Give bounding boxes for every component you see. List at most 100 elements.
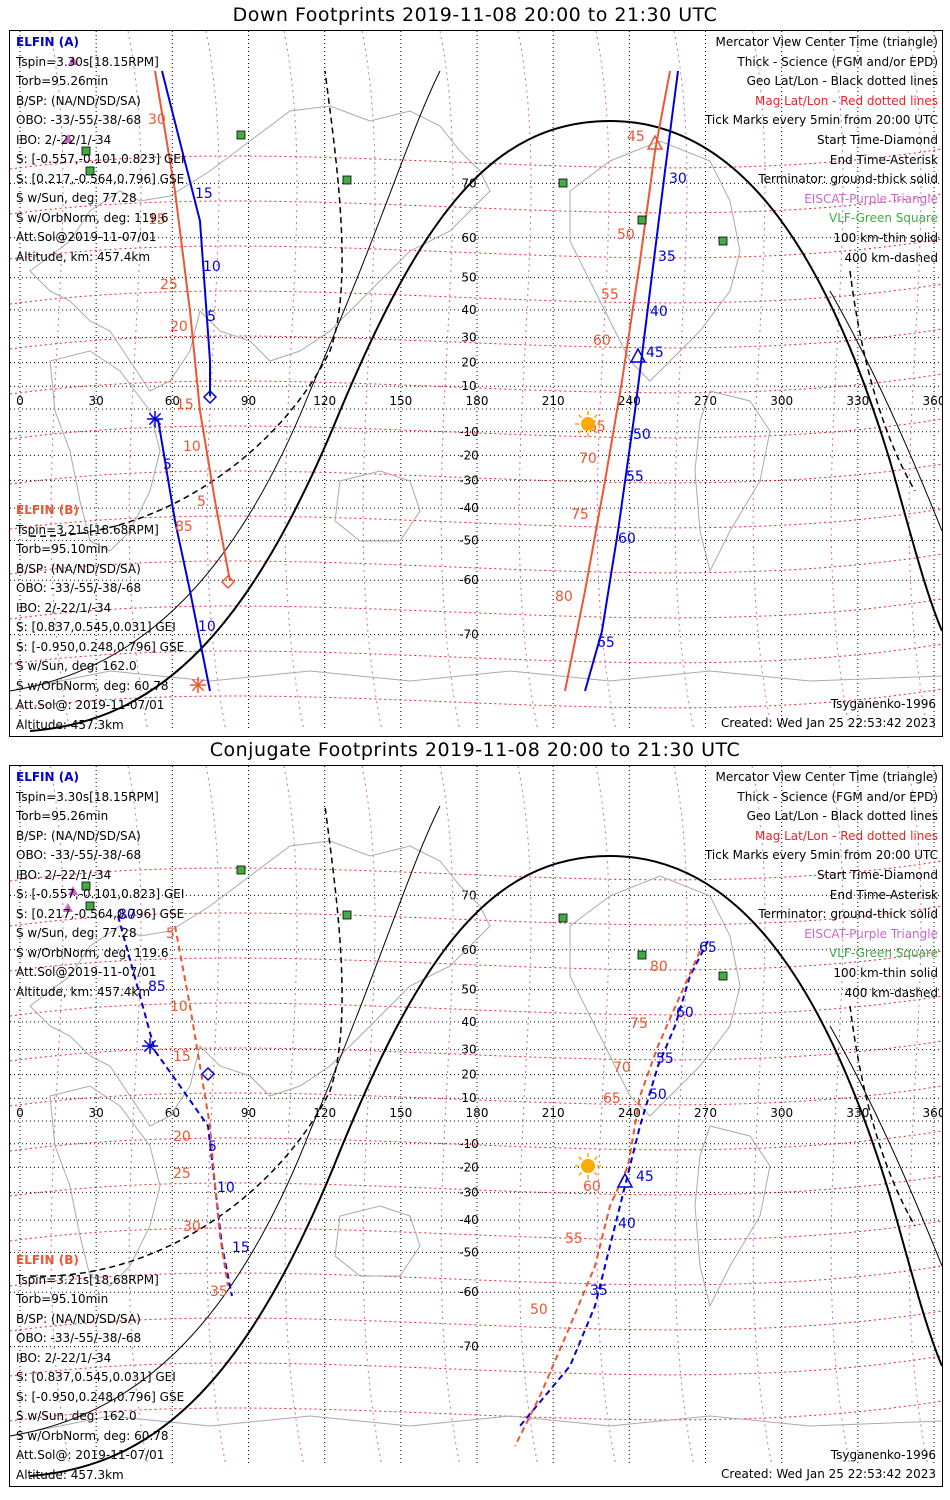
coastline-s-america bbox=[694, 390, 771, 573]
mag-lat-line bbox=[10, 598, 942, 620]
mag-lon-line bbox=[439, 31, 461, 732]
track-tick-label: 65 bbox=[699, 940, 717, 956]
grid-layer: 0 30 60 90 120 150 180 210 240 270 300 330 360 70 60 50… bbox=[10, 766, 942, 1467]
lon-tick-label: 90 bbox=[241, 394, 256, 408]
track-tick-label: 80 bbox=[650, 959, 668, 975]
legend-entry: Tick Marks every 5min from 20:00 UTC bbox=[704, 113, 938, 128]
sun-ray bbox=[593, 1171, 598, 1176]
track-tick-label: 55 bbox=[626, 469, 644, 485]
track-tick-label: 5 bbox=[163, 457, 172, 473]
elfin-a-track bbox=[161, 70, 211, 396]
mag-lon-line bbox=[829, 766, 851, 1467]
info-line: S: [0.217,-0.564,0.796] GSE bbox=[16, 906, 185, 921]
sun-ray bbox=[578, 1171, 583, 1176]
lat-tick-label: -50 bbox=[459, 1245, 479, 1259]
mag-lon-line bbox=[127, 766, 149, 1467]
lat-tick-label: -10 bbox=[459, 425, 479, 439]
mag-lon-line bbox=[49, 31, 71, 732]
legend-entry: 400 km-dashed bbox=[844, 250, 938, 265]
eiscat-triangle bbox=[63, 134, 73, 143]
sun-ray bbox=[593, 1156, 598, 1161]
elfin-a-info: ELFIN (A) Tspin=3.30s[18.15RPM] Torb=95.2… bbox=[16, 768, 184, 1002]
lon-tick-label: 60 bbox=[165, 394, 180, 408]
info-line: B/SP: (NA/ND/SD/SA) bbox=[16, 93, 141, 108]
info-line: Altitude, km: 457.4km bbox=[16, 249, 151, 264]
credit-model: Tsyganenko-1996 bbox=[830, 697, 936, 711]
mag-lon-line bbox=[673, 31, 695, 732]
lon-tick-label: 240 bbox=[618, 1106, 641, 1120]
vlf-square bbox=[81, 881, 91, 891]
sun-icon bbox=[581, 417, 595, 431]
info-line: IBO: 2/-22/1/-34 bbox=[16, 600, 112, 615]
elfin-a-lines: Tspin=3.30s[18.15RPM] Torb=95.26min B/SP: … bbox=[16, 53, 184, 268]
elfin-b-header: ELFIN (B) bbox=[16, 1253, 79, 1267]
lon-tick-label: 120 bbox=[313, 1106, 336, 1120]
lon-tick-label: 300 bbox=[770, 394, 793, 408]
start-diamond bbox=[200, 1066, 216, 1082]
info-line: IBO: 2/-22/1/-34 bbox=[16, 867, 112, 882]
lat-tick-label: 30 bbox=[461, 331, 476, 345]
track-tick-label: 20 bbox=[170, 319, 188, 335]
info-line: OBO: -33/-55/-38/-68 bbox=[16, 113, 142, 127]
info-line: B/SP: (NA/ND/SD/SA) bbox=[16, 1311, 141, 1326]
legend-entry: Geo Lat/Lon - Black dotted lines bbox=[746, 809, 938, 824]
elfin-b-track bbox=[154, 70, 231, 582]
coastlines bbox=[10, 840, 942, 1437]
elfin-b-header: ELFIN (B) bbox=[16, 503, 79, 517]
mag-lon-line bbox=[205, 31, 227, 732]
info-line: B/SP: (NA/ND/SD/SA) bbox=[16, 828, 141, 843]
elfin-b-track-2 bbox=[564, 70, 671, 692]
info-line: S: [-0.950,0.248,0.796] GSE bbox=[16, 639, 185, 654]
lat-tick-label: 60 bbox=[461, 943, 476, 957]
mag-lat-line bbox=[10, 905, 942, 927]
elfin-b-lines: Tspin=3.21s[18.68RPM] Torb=95.10min B/SP: … bbox=[16, 1271, 184, 1486]
center-triangle bbox=[616, 1172, 634, 1188]
legend-entry: Start Time-Diamond bbox=[816, 867, 938, 882]
legend-entry: Tick Marks every 5min from 20:00 UTC bbox=[704, 848, 938, 863]
vlf-square bbox=[637, 950, 647, 960]
info-line: B/SP: (NA/ND/SD/SA) bbox=[16, 561, 141, 576]
info-line: S: [-0.557,-0.101,0.823] GEI bbox=[16, 887, 185, 901]
lon-tick-label: 300 bbox=[770, 1106, 793, 1120]
mag-lon-line bbox=[127, 31, 149, 732]
coastline-s-america bbox=[694, 1125, 771, 1308]
track-tick-label: 50 bbox=[617, 227, 635, 243]
lon-tick-label: 30 bbox=[89, 1106, 104, 1120]
legend-entry: Thick - Science (FGM and/or EPD) bbox=[737, 54, 938, 69]
terminator-400km bbox=[29, 70, 343, 537]
mag-lon-line bbox=[283, 31, 305, 732]
track-tick-label: 60 bbox=[593, 333, 611, 349]
info-line: OBO: -33/-55/-38/-68 bbox=[16, 848, 142, 862]
info-line: S w/Sun, deg: 77.28 bbox=[16, 926, 137, 940]
terminator-400km-east bbox=[849, 270, 916, 492]
legend-entry: Mag Lat/Lon - Red dotted lines bbox=[754, 828, 938, 843]
mag-lat-line bbox=[10, 193, 942, 215]
track-tick-label: 60 bbox=[676, 1005, 694, 1021]
lat-tick-label: 10 bbox=[461, 379, 476, 393]
info-line: IBO: 2/-22/1/-34 bbox=[16, 132, 112, 147]
vlf-square bbox=[637, 215, 647, 225]
terminator-100km-east bbox=[829, 290, 942, 532]
info-line: S w/OrbNorm, deg: 119.6 bbox=[16, 210, 169, 225]
lat-tick-label: 20 bbox=[461, 1068, 476, 1082]
center-triangle bbox=[646, 134, 664, 150]
terminator-400km bbox=[29, 805, 343, 1277]
lon-tick-label: 30 bbox=[89, 394, 104, 408]
coastlines bbox=[10, 105, 942, 692]
lon-tick-label: 180 bbox=[466, 394, 489, 408]
terminator-100km bbox=[10, 70, 441, 692]
track-tick-label: 15 bbox=[195, 186, 213, 202]
lat-tick-label: -10 bbox=[459, 1137, 479, 1151]
mag-lon-line bbox=[673, 766, 695, 1467]
lat-tick-label: 10 bbox=[461, 1091, 476, 1105]
mag-lon-line bbox=[907, 31, 929, 732]
mag-lat-line bbox=[10, 418, 942, 440]
mag-lon-line bbox=[751, 766, 773, 1467]
info-line: Torb=95.26min bbox=[16, 809, 109, 823]
info-line: S w/Sun, deg: 162.0 bbox=[16, 659, 137, 673]
info-line: S w/Sun, deg: 77.28 bbox=[16, 191, 137, 205]
start-diamond bbox=[202, 389, 218, 405]
info-line: S: [0.217,-0.564,0.796] GSE bbox=[16, 171, 185, 186]
elfin-a-track-2 bbox=[519, 940, 709, 1427]
mag-lon-line bbox=[595, 31, 617, 732]
